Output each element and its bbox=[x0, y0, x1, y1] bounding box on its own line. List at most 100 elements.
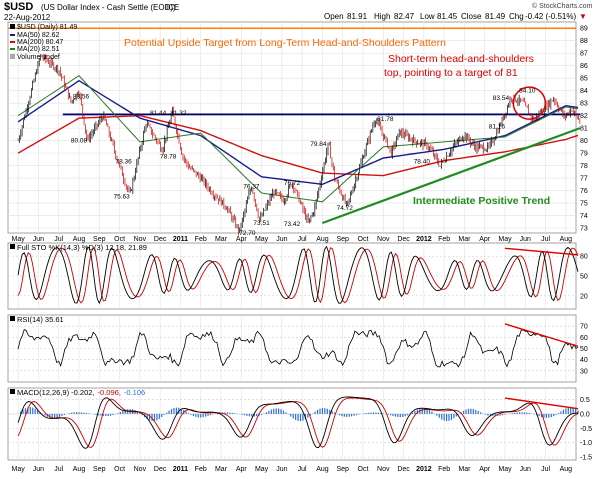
macd-histogram-bar bbox=[375, 412, 377, 414]
rsi-label-swatch bbox=[10, 316, 15, 321]
macd-histogram-bar bbox=[346, 413, 348, 417]
macd-histogram-bar bbox=[407, 413, 409, 416]
x-tick-label-bottom: Nov bbox=[377, 466, 390, 473]
macd-histogram-bar bbox=[475, 409, 477, 414]
price-y-tick-label: 78 bbox=[580, 163, 588, 170]
macd-histogram-bar bbox=[414, 411, 416, 414]
x-tick-label-bottom: Jul bbox=[54, 466, 63, 473]
macd-histogram-bar bbox=[411, 412, 414, 414]
macd-histogram-bar bbox=[58, 413, 61, 417]
x-tick-label-bottom: Mar bbox=[215, 466, 228, 473]
macd-histogram-bar bbox=[543, 413, 545, 418]
price-legend: $USD (Daily) 81.49 MA(50) 82.62 MA(200) … bbox=[10, 24, 77, 61]
macd-histogram-bar bbox=[100, 413, 102, 416]
macd-histogram-bar bbox=[487, 413, 489, 416]
price-y-tick-label: 81 bbox=[580, 126, 588, 133]
macd-histogram-bar bbox=[200, 413, 202, 418]
x-tick-label-top: Jun bbox=[276, 236, 287, 243]
macd-histogram-bar bbox=[192, 413, 195, 416]
macd-histogram-bar bbox=[553, 413, 555, 417]
ma50-line bbox=[17, 79, 579, 186]
short-term-annotation-line1: Short-term head-and-shoulders bbox=[388, 53, 534, 65]
macd-histogram-bar bbox=[319, 408, 321, 414]
legend-volume-swatch bbox=[10, 54, 15, 59]
macd-histogram-bar bbox=[56, 413, 58, 418]
price-y-tick-label: 75 bbox=[580, 201, 588, 208]
macd-y-tick-label: -1.5 bbox=[580, 455, 592, 462]
macd-histogram-bar bbox=[329, 409, 331, 414]
price-labels: 83.56 80.08 81.44 81.32 78.36 78.78 75.63 76.37… bbox=[71, 87, 536, 236]
macd-histogram-bar bbox=[528, 413, 530, 414]
macd-histogram-bar bbox=[472, 409, 474, 414]
x-tick-label-bottom: Feb bbox=[438, 466, 450, 473]
macd-histogram-bar bbox=[484, 413, 487, 415]
macd-histogram-bar bbox=[562, 409, 565, 414]
macd-histogram-bar bbox=[574, 408, 577, 414]
macd-histogram-bar bbox=[570, 407, 572, 414]
macd-histogram-bar bbox=[112, 413, 114, 416]
x-tick-label-top: Aug bbox=[560, 236, 573, 243]
high-label: High bbox=[374, 12, 390, 21]
macd-histogram-bar bbox=[278, 408, 280, 414]
rsi-divergence-line bbox=[504, 323, 579, 347]
x-tick-label-top: Nov bbox=[134, 236, 147, 243]
macd-histogram-bar bbox=[280, 409, 282, 414]
macd-histogram-bar bbox=[501, 413, 504, 416]
macd-histogram-bar bbox=[117, 413, 119, 414]
macd-histogram-bar bbox=[32, 407, 34, 414]
macd-histogram-bar bbox=[511, 413, 513, 414]
rsi-y-tick-label: 60 bbox=[580, 335, 588, 342]
price-label: 78.40 bbox=[414, 159, 431, 166]
macd-histogram-bar bbox=[404, 413, 406, 417]
symbol-name: (US Dollar Index - Cash Settle (EOD)) bbox=[41, 3, 176, 12]
x-tick-label-bottom: Nov bbox=[134, 466, 147, 473]
x-tick-label-bottom: Aug bbox=[316, 466, 329, 473]
price-label: 83.54 bbox=[493, 95, 510, 102]
macd-histogram-bar bbox=[441, 413, 443, 420]
macd-histogram-bar bbox=[355, 413, 358, 416]
x-tick-label-bottom: Oct bbox=[114, 466, 125, 473]
macd-histogram-bar bbox=[85, 412, 87, 414]
x-tick-label-bottom: Apr bbox=[479, 466, 491, 473]
axis-labels: May May Jun Jun Jul Jul Aug Aug Sep Sep Oct Oct Nov N… bbox=[12, 26, 593, 473]
price-y-tick-label: 86 bbox=[580, 63, 588, 70]
macd-label-main: MACD(12,26,9) -0.202, bbox=[17, 388, 95, 397]
macd-histogram-bar bbox=[273, 408, 275, 414]
price-label: 80.08 bbox=[71, 137, 88, 144]
macd-histogram-bar bbox=[71, 412, 73, 414]
macd-histogram-bar bbox=[163, 413, 165, 415]
macd-histogram-bar bbox=[97, 413, 100, 416]
close-value: 81.49 bbox=[485, 12, 506, 21]
macd-histogram-bar bbox=[285, 412, 287, 414]
macd-histogram-bar bbox=[397, 413, 399, 418]
x-tick-label-bottom: Sep bbox=[336, 466, 349, 473]
rsi-line bbox=[17, 329, 579, 368]
macd-histogram-bar bbox=[234, 413, 236, 414]
price-label: 73.42 bbox=[284, 221, 301, 228]
macd-histogram-bar bbox=[299, 413, 302, 422]
x-tick-label-bottom: Jul bbox=[541, 466, 550, 473]
legend-price-swatch bbox=[10, 24, 15, 29]
low-label: Low bbox=[420, 12, 435, 21]
open-value: 81.91 bbox=[347, 12, 368, 21]
macd-histogram-bar bbox=[27, 407, 29, 414]
macd-histogram-bar bbox=[370, 412, 372, 414]
macd-histogram-bar bbox=[251, 413, 253, 417]
macd-histogram-bar bbox=[426, 408, 428, 414]
macd-histogram-bar bbox=[180, 408, 182, 414]
macd-histogram-bar bbox=[424, 407, 426, 414]
short-term-annotation-line2: top, pointing to a target of 81 bbox=[384, 67, 518, 79]
high-value: 82.47 bbox=[394, 12, 415, 21]
macd-histogram-bar bbox=[338, 413, 341, 416]
macd-histogram-bar bbox=[516, 412, 518, 414]
macd-histogram-bar bbox=[22, 409, 24, 414]
x-tick-label-top: Oct bbox=[358, 236, 369, 243]
macd-histogram-bar bbox=[326, 408, 328, 414]
macd-divergence-line bbox=[504, 397, 579, 410]
macd-histogram-bar bbox=[557, 413, 560, 414]
x-tick-label-top: Jul bbox=[54, 236, 63, 243]
x-tick-label-top: Aug bbox=[73, 236, 86, 243]
chart-marks bbox=[8, 27, 581, 449]
macd-histogram-bar bbox=[389, 413, 392, 416]
x-tick-label-top: Dec bbox=[397, 236, 410, 243]
